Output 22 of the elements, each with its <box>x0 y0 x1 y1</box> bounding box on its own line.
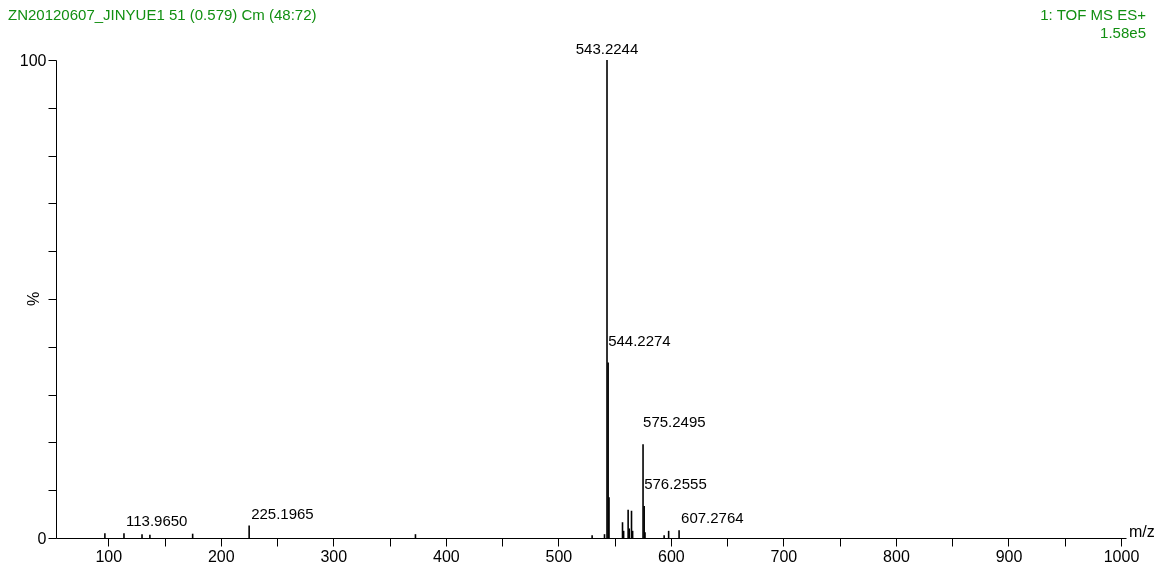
x-tick-label: 500 <box>545 547 573 565</box>
annotation: 575.2495 <box>643 413 706 431</box>
annotation: 543.2244 <box>575 40 639 57</box>
x-tick-label: 200 <box>207 547 235 565</box>
x-axis-title: m/z <box>1129 523 1155 540</box>
x-tick-label: 600 <box>658 547 685 565</box>
chart-subtitle: 1: TOF MS ES+ 1.58e5 <box>1040 6 1147 41</box>
y-axis-title: % <box>25 291 42 307</box>
x-tick-label: 100 <box>95 547 123 565</box>
y-tick-label: 0 <box>37 529 47 547</box>
chart-title: ZN20120607_JINYUE1 51 (0.579) Cm (48:72) <box>8 6 317 23</box>
annotation: 225.1965 <box>251 504 314 522</box>
annotation: 113.9650 <box>125 512 188 530</box>
x-tick-label: 300 <box>320 547 348 565</box>
annotation: 607.2764 <box>681 509 744 527</box>
annotation: 576.2555 <box>644 474 707 492</box>
x-tick-label: 900 <box>995 547 1023 565</box>
x-tick-label: 800 <box>883 547 910 565</box>
x-tick-label: 1000 <box>1103 547 1140 565</box>
x-tick-label: 700 <box>770 547 798 565</box>
x-tick-label: 400 <box>432 547 460 565</box>
annotation: 544.2274 <box>608 331 671 349</box>
